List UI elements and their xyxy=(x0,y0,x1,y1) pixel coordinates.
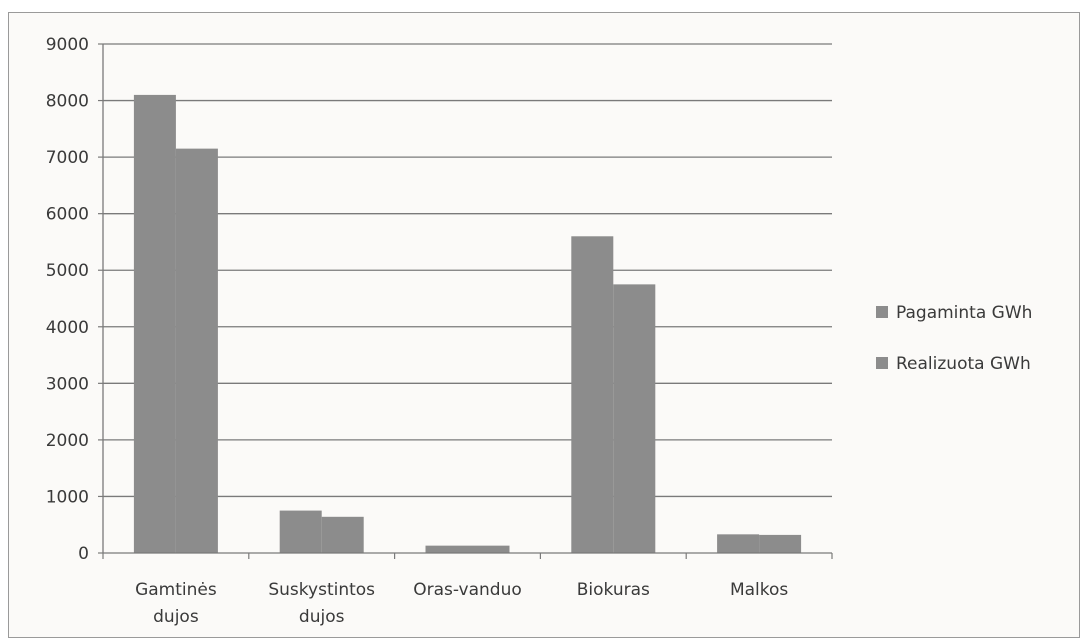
y-tick-label: 2000 xyxy=(46,431,89,451)
bar-pagaminta xyxy=(133,94,176,554)
x-category-label: Malkos xyxy=(730,580,788,600)
y-axis-ticks: 0 1000 2000 3000 4000 5000 6000 7000 8000 9000 xyxy=(46,35,103,564)
bar-realizuota xyxy=(321,516,364,553)
y-tick-label: 8000 xyxy=(46,92,89,112)
bar-realizuota xyxy=(613,284,656,553)
bar-pagaminta xyxy=(571,236,614,554)
bar-pagaminta xyxy=(425,545,468,553)
legend-label: Realizuota GWh xyxy=(896,354,1031,374)
x-category-label: dujos xyxy=(153,607,199,627)
bars xyxy=(133,94,802,554)
gridlines xyxy=(103,43,832,498)
x-category-label: dujos xyxy=(299,607,345,627)
y-tick-label: 1000 xyxy=(46,487,89,507)
bar-realizuota xyxy=(759,534,802,553)
y-tick-label: 9000 xyxy=(46,35,89,55)
x-category-label: Suskystintos xyxy=(268,580,375,600)
y-tick-label: 5000 xyxy=(46,261,89,281)
bar-realizuota xyxy=(175,148,218,553)
y-tick-label: 0 xyxy=(78,544,89,564)
legend-label: Pagaminta GWh xyxy=(896,303,1032,323)
x-category-label: Oras-vanduo xyxy=(413,580,522,600)
legend: Pagaminta GWh Realizuota GWh xyxy=(876,303,1032,374)
x-axis-labels: Gamtinės dujos Suskystintos dujos Oras-vandu… xyxy=(135,580,788,627)
y-tick-label: 3000 xyxy=(46,374,89,394)
y-tick-label: 6000 xyxy=(46,205,89,225)
y-tick-label: 7000 xyxy=(46,148,89,168)
x-axis xyxy=(102,44,833,559)
bar-pagaminta xyxy=(279,510,322,553)
bar-pagaminta xyxy=(717,534,760,553)
y-tick-label: 4000 xyxy=(46,318,89,338)
legend-swatch xyxy=(876,357,888,369)
x-category-label: Biokuras xyxy=(577,580,650,600)
x-category-label: Gamtinės xyxy=(135,580,217,600)
bar-realizuota xyxy=(467,545,510,553)
legend-swatch xyxy=(876,306,888,318)
